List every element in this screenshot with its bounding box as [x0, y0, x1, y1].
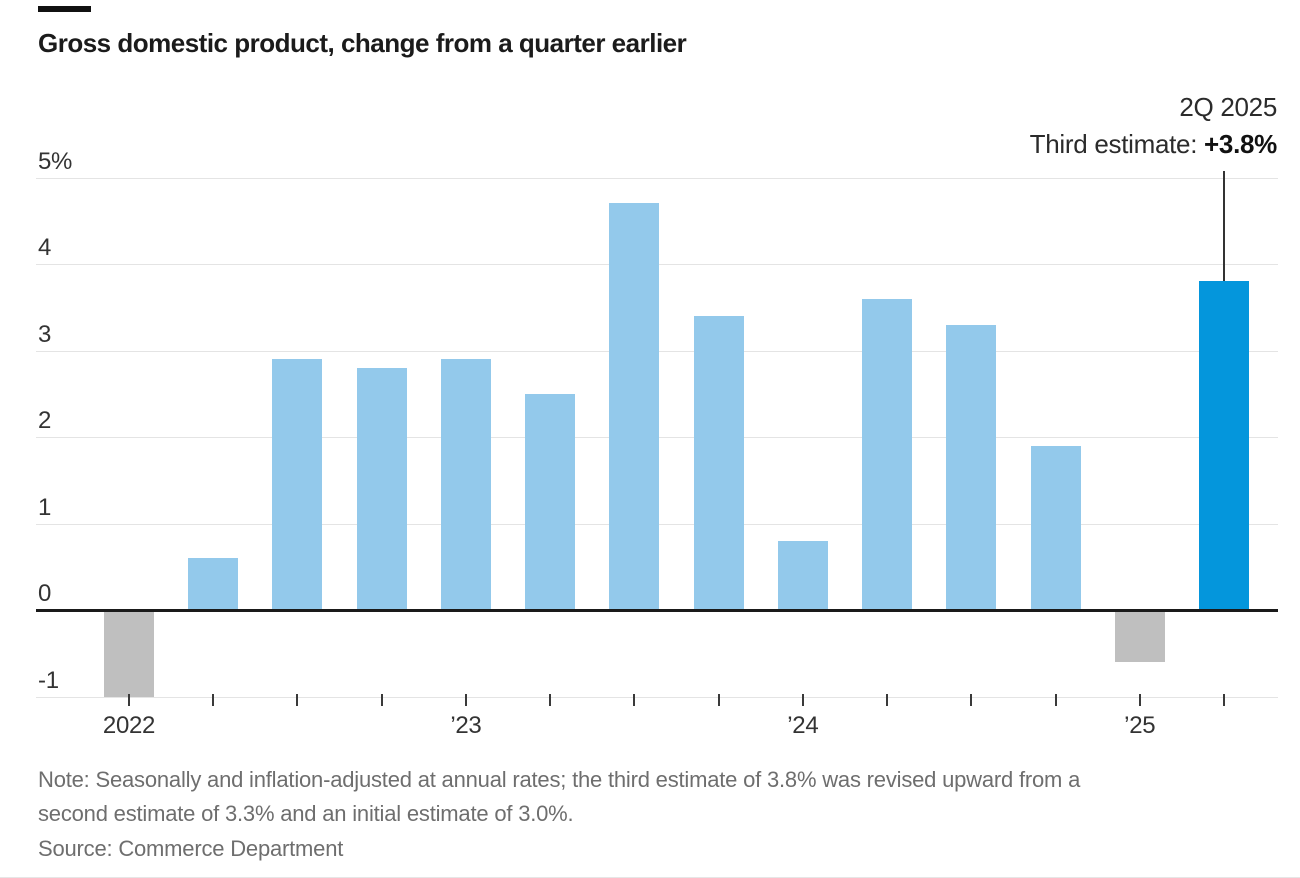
note-line-1: Note: Seasonally and inflation-adjusted …	[38, 767, 1081, 792]
y-axis-label-2: 2	[38, 407, 52, 434]
callout-period: 2Q 2025	[1179, 92, 1277, 122]
x-axis-tick-2q-2023	[549, 694, 552, 706]
x-axis-tick-3q-2022	[296, 694, 299, 706]
bar-4q-2024	[1030, 445, 1081, 610]
bar-4q-2023	[693, 315, 744, 610]
y-axis-label-3: 3	[38, 320, 52, 348]
top-rule	[38, 6, 91, 12]
x-axis-label-25: ’25	[1124, 712, 1156, 739]
bar-3q-2022	[272, 359, 323, 610]
gridline--1	[36, 696, 1278, 698]
y-axis-label--1: -1	[38, 666, 59, 694]
x-axis-tick-1q-2025	[1138, 694, 1141, 706]
x-axis-tick-3q-2023	[633, 694, 636, 706]
y-axis-label-5%: 5%	[38, 147, 73, 175]
bar-2q-2023	[525, 393, 576, 610]
x-axis-tick-1q-2022	[128, 694, 130, 706]
x-axis-tick-2q-2022	[212, 694, 215, 706]
zero-baseline	[36, 609, 1278, 612]
gridline-5%	[36, 177, 1278, 179]
callout-estimate-label: Third estimate:	[1029, 129, 1205, 159]
x-axis-tick-4q-2024	[1054, 694, 1057, 706]
source-text: Source: Commerce Department	[38, 836, 344, 861]
x-axis-label-2022: 2022	[102, 712, 156, 739]
bar-2q-2025	[1198, 281, 1249, 610]
bar-1q-2025	[1114, 610, 1165, 662]
bar-4q-2022	[356, 367, 407, 610]
bar-2q-2022	[188, 558, 239, 610]
x-axis-label-23: ’23	[450, 712, 482, 739]
x-axis-tick-1q-2024	[801, 694, 804, 706]
bar-1q-2023	[440, 359, 491, 610]
y-axis-label-0: 0	[38, 580, 52, 607]
callout-line	[1222, 171, 1225, 282]
x-axis-tick-4q-2022	[380, 694, 383, 706]
x-axis-tick-2q-2025	[1222, 694, 1225, 706]
y-axis-label-4: 4	[38, 234, 52, 261]
chart-title: Gross domestic product, change from a qu…	[38, 28, 687, 58]
y-axis-label-1: 1	[38, 493, 52, 521]
callout-estimate-value: +3.8%	[1204, 129, 1277, 159]
bar-3q-2023	[609, 203, 660, 610]
bar-1q-2022	[104, 610, 154, 697]
callout-annotation: 2Q 2025 Third estimate: +3.8%	[1029, 89, 1278, 163]
x-axis-tick-4q-2023	[717, 694, 720, 706]
x-axis-tick-3q-2024	[970, 694, 973, 706]
x-axis-tick-1q-2023	[464, 694, 467, 706]
note-text: Note: Seasonally and inflation-adjusted …	[38, 763, 1080, 831]
bar-3q-2024	[946, 324, 997, 610]
bar-1q-2024	[777, 540, 828, 610]
note-line-2: second estimate of 3.3% and an initial e…	[38, 801, 574, 826]
x-axis-tick-2q-2024	[886, 694, 889, 706]
bar-2q-2024	[862, 298, 913, 610]
x-axis-label-24: ’24	[787, 712, 819, 739]
callout-estimate: Third estimate: +3.8%	[1029, 126, 1278, 163]
